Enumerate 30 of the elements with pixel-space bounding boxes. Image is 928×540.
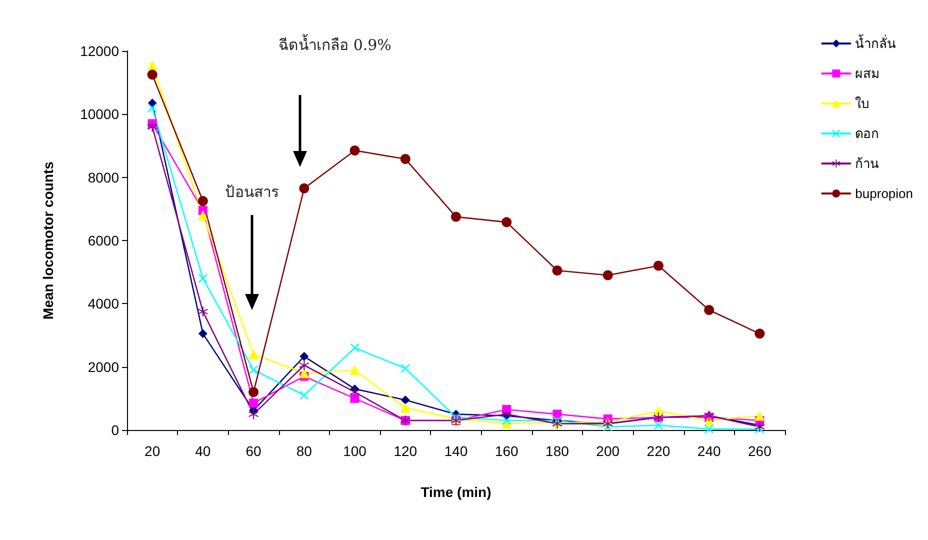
legend-label: น้ำกลั่น <box>855 34 896 51</box>
y-tick-label: 0 <box>111 422 120 438</box>
legend-label: ใบ <box>855 96 870 111</box>
x-tick-label: 260 <box>748 443 772 459</box>
annotation: ฉีดน้ำเกลือ 0.9% <box>278 33 392 56</box>
x-tick-label: 60 <box>246 443 262 459</box>
x-tick-label: 240 <box>697 443 721 459</box>
annotation: ป้อนสาร <box>225 182 279 203</box>
legend-label: ก้าน <box>855 156 880 171</box>
x-tick-label: 120 <box>394 443 418 459</box>
x-tick-label: 220 <box>646 443 670 459</box>
x-tick-label: 140 <box>444 443 468 459</box>
x-tick-label: 40 <box>195 443 211 459</box>
y-tick-label: 4000 <box>88 296 120 312</box>
y-tick-label: 10000 <box>80 106 120 122</box>
y-tick-label: 2000 <box>88 358 120 375</box>
x-axis-title: Time (min) <box>420 484 492 500</box>
legend-label: ดอก <box>855 126 880 141</box>
y-tick-label: 6000 <box>88 232 120 248</box>
x-tick-label: 100 <box>343 443 367 459</box>
legend-label: ผสม <box>855 66 880 81</box>
x-tick-label: 20 <box>144 443 160 459</box>
legend-label: bupropion <box>855 186 913 201</box>
x-tick-label: 200 <box>596 443 620 459</box>
y-axis-title: Mean locomotor counts <box>40 161 56 320</box>
x-tick-label: 180 <box>546 443 570 459</box>
y-tick-label: 8000 <box>88 169 120 186</box>
x-tick-label: 80 <box>296 443 312 459</box>
y-tick-label: 12000 <box>80 43 120 59</box>
x-tick-label: 160 <box>494 443 519 459</box>
